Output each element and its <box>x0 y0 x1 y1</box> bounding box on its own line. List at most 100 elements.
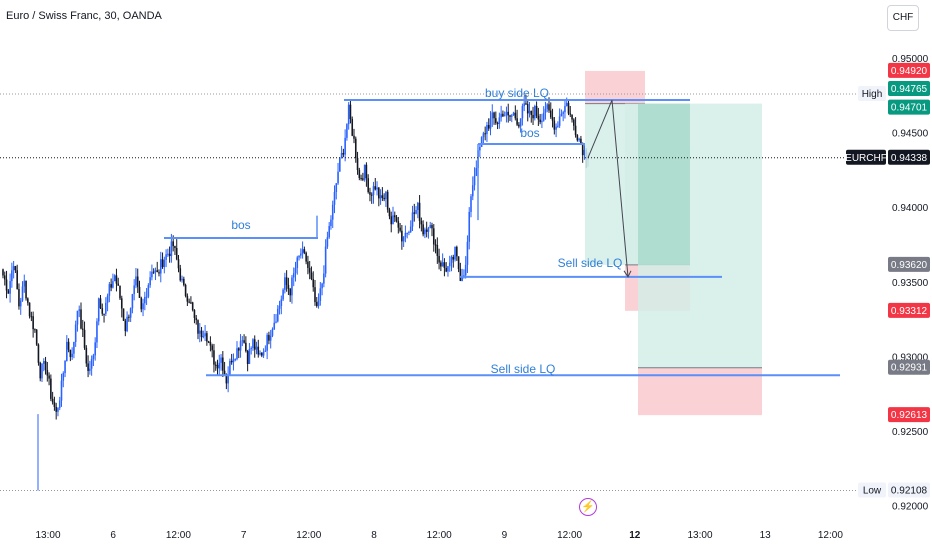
candle-body <box>179 268 182 281</box>
candle <box>521 103 524 126</box>
level-label: bos <box>231 218 250 232</box>
candle <box>300 248 302 259</box>
candle-body <box>390 216 393 225</box>
candle <box>448 255 451 272</box>
annotation[interactable]: Sell side LQ <box>206 362 840 377</box>
candle <box>268 331 270 345</box>
candle <box>85 345 88 367</box>
candle-body <box>464 264 467 276</box>
candle <box>34 328 36 333</box>
candle <box>542 106 545 122</box>
annotation[interactable]: bos <box>164 218 318 240</box>
candle <box>81 319 84 338</box>
candle-body <box>546 104 549 109</box>
candle-body <box>500 113 502 118</box>
candle <box>5 270 8 299</box>
candle-body <box>154 270 157 272</box>
candle <box>330 215 332 230</box>
candle-body <box>370 194 373 196</box>
side-tag: EURCHF <box>845 153 887 164</box>
candle <box>516 109 518 127</box>
candle <box>432 224 435 252</box>
projection-path[interactable] <box>587 99 629 277</box>
candle-body <box>140 297 143 310</box>
candle <box>105 297 107 317</box>
lightning-icon[interactable]: ⚡ <box>579 498 597 516</box>
candle-body <box>367 178 369 193</box>
annotation[interactable]: bos <box>478 126 585 146</box>
candle-body <box>544 108 547 113</box>
candle-body <box>429 225 432 229</box>
annotation[interactable]: Sell side LQ <box>460 256 722 278</box>
candle-body <box>234 359 237 361</box>
candle-body <box>266 334 268 351</box>
candle-body <box>507 111 510 116</box>
candle-body <box>161 259 164 268</box>
annotation[interactable]: buy side LQ <box>344 86 690 102</box>
candle-body <box>324 246 327 274</box>
candle-body <box>193 309 196 318</box>
candle <box>393 211 396 223</box>
candle-body <box>362 178 364 180</box>
candle-body <box>553 120 556 130</box>
candle <box>482 131 485 145</box>
candle-body <box>399 227 401 231</box>
candle-body <box>456 246 458 257</box>
candle <box>356 151 359 175</box>
candle-body <box>37 344 40 363</box>
candle <box>50 374 52 402</box>
candle-body <box>191 302 194 310</box>
candle-body <box>406 232 408 234</box>
candle <box>62 371 65 388</box>
candle <box>55 402 57 420</box>
candle-body <box>312 278 315 288</box>
candle-body <box>163 259 166 268</box>
y-tick-label: 0.92000 <box>892 502 929 513</box>
candle-body <box>85 347 88 364</box>
candle-body <box>510 115 513 117</box>
candle <box>461 268 463 282</box>
candle-body <box>94 342 96 356</box>
candle-body <box>528 110 531 114</box>
price-badge: 0.92108 <box>888 482 930 498</box>
candle-body <box>558 116 561 126</box>
candle-body <box>74 324 77 342</box>
candle-body <box>330 219 332 227</box>
x-tick-label: 13:00 <box>687 530 712 541</box>
candle <box>314 280 316 306</box>
candle <box>507 103 510 123</box>
candle-body <box>51 398 54 403</box>
candle <box>92 353 95 367</box>
candle <box>367 174 369 194</box>
candle <box>558 108 561 128</box>
y-tick-label: 0.95000 <box>892 54 929 65</box>
candle <box>266 332 268 360</box>
candle <box>418 195 421 229</box>
candle-body <box>321 283 323 289</box>
candle-body <box>108 284 111 296</box>
x-tick-label: 12:00 <box>427 530 452 541</box>
candle <box>28 302 31 319</box>
candle <box>53 396 56 411</box>
candle <box>128 314 130 322</box>
candle-body <box>269 335 272 341</box>
candle-body <box>519 118 522 127</box>
candle-body <box>385 191 387 200</box>
candle <box>9 273 11 303</box>
candle-body <box>542 112 545 121</box>
candle-body <box>432 228 435 245</box>
y-tick-label: 0.92500 <box>892 427 929 438</box>
candle <box>342 148 345 158</box>
candle <box>351 116 354 137</box>
candle <box>370 192 373 204</box>
currency-button[interactable]: CHF <box>887 5 919 31</box>
stop-loss-zone[interactable] <box>585 70 645 104</box>
candle-body <box>73 341 75 354</box>
candle <box>108 281 111 303</box>
candle-body <box>117 283 120 286</box>
candle-body <box>165 254 167 260</box>
candle <box>223 361 226 375</box>
candle-body <box>337 171 339 184</box>
candle-body <box>174 246 176 248</box>
